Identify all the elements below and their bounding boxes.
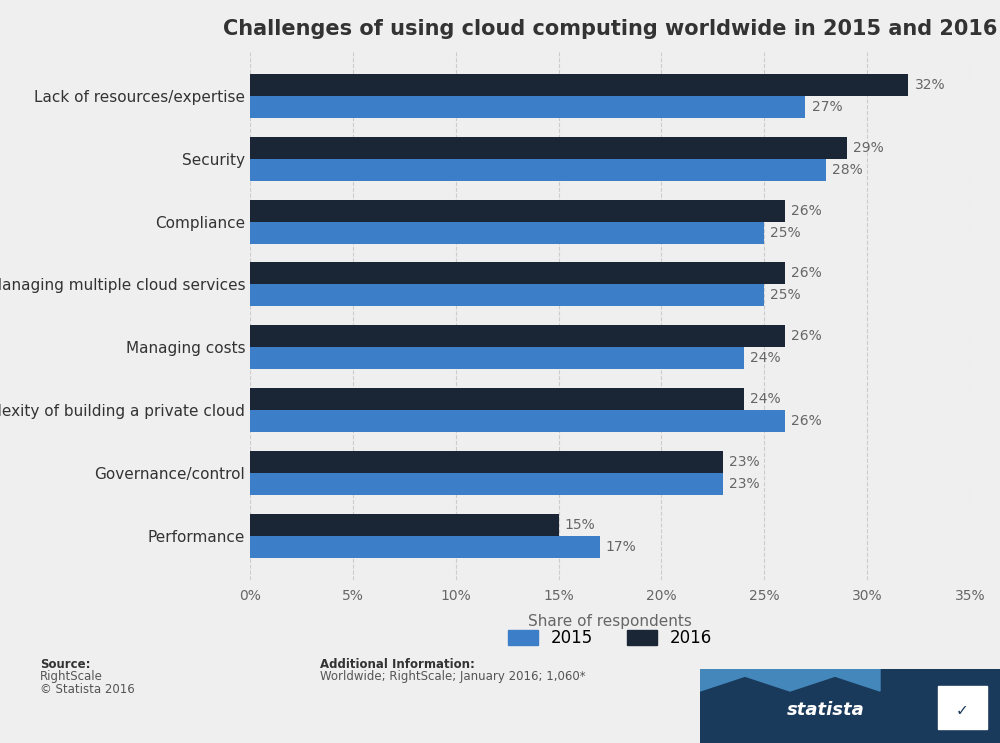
Bar	[250, 410, 785, 432]
Bar	[250, 325, 785, 347]
Bar	[250, 473, 723, 495]
Bar	[250, 513, 559, 536]
Bar	[250, 221, 764, 244]
Text: Additional Information:: Additional Information:	[320, 658, 475, 670]
Text: 15%: 15%	[565, 518, 595, 531]
Text: 24%: 24%	[750, 351, 781, 365]
Text: statista: statista	[787, 701, 865, 718]
Bar	[250, 451, 723, 473]
Text: 26%: 26%	[791, 414, 822, 428]
Polygon shape	[700, 669, 880, 691]
Legend: 2015, 2016: 2015, 2016	[499, 621, 721, 655]
Text: 27%: 27%	[812, 100, 842, 114]
Text: RightScale: RightScale	[40, 670, 103, 683]
Bar	[250, 536, 600, 557]
Bar	[250, 137, 847, 159]
Text: Worldwide; RightScale; January 2016; 1,060*: Worldwide; RightScale; January 2016; 1,0…	[320, 670, 586, 683]
Bar	[250, 262, 785, 285]
Text: 26%: 26%	[791, 267, 822, 280]
Bar	[250, 347, 744, 369]
Text: 23%: 23%	[729, 477, 760, 491]
Text: 28%: 28%	[832, 163, 863, 177]
Bar	[250, 96, 805, 118]
Title: Challenges of using cloud computing worldwide in 2015 and 2016: Challenges of using cloud computing worl…	[223, 19, 997, 39]
Text: 25%: 25%	[770, 288, 801, 302]
Text: 23%: 23%	[729, 455, 760, 469]
Text: 24%: 24%	[750, 392, 781, 406]
Text: 26%: 26%	[791, 204, 822, 218]
Text: 29%: 29%	[853, 140, 883, 155]
Text: 26%: 26%	[791, 329, 822, 343]
Text: Source:: Source:	[40, 658, 90, 670]
Text: 32%: 32%	[914, 78, 945, 92]
Bar	[250, 285, 764, 306]
Text: ✓: ✓	[956, 703, 969, 718]
Text: 25%: 25%	[770, 226, 801, 239]
Text: © Statista 2016: © Statista 2016	[40, 683, 135, 695]
Bar	[250, 200, 785, 221]
Text: 17%: 17%	[606, 539, 637, 554]
Bar	[250, 74, 908, 96]
Bar	[250, 388, 744, 410]
Bar	[250, 159, 826, 181]
X-axis label: Share of respondents: Share of respondents	[528, 614, 692, 629]
